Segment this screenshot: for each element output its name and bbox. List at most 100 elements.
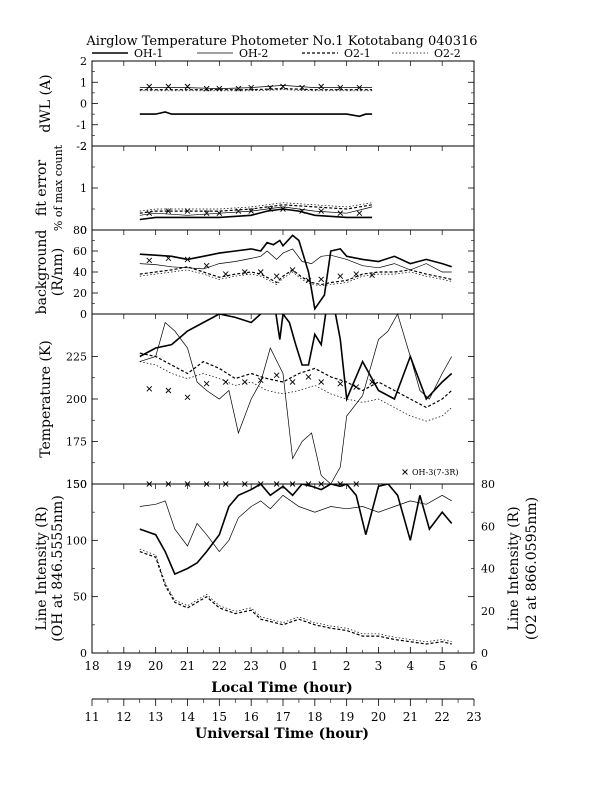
- local-tick-label: 1: [311, 659, 319, 673]
- series-line-oh-1: [139, 111, 373, 118]
- panel-frame: [91, 313, 475, 485]
- oh3-marker: [203, 85, 210, 92]
- ytick-label: 0: [80, 98, 87, 111]
- oh3-marker: [318, 276, 325, 283]
- ytick-right-label: 0: [481, 647, 488, 660]
- ut-tick-label: 16: [244, 710, 259, 724]
- ytick-label: 60: [73, 245, 87, 258]
- ytick-label: 20: [73, 287, 87, 300]
- oh3-marker: [273, 273, 280, 280]
- oh3-marker: [305, 374, 312, 380]
- ut-tick-label: 18: [307, 710, 322, 724]
- oh3-marker: [184, 394, 191, 401]
- series-line-oh-2: [139, 314, 453, 484]
- ut-tick-label: 13: [148, 710, 163, 724]
- oh3-marker: [165, 255, 172, 262]
- oh3-marker: [280, 83, 286, 90]
- oh3-marker: [165, 83, 172, 90]
- ytick-label: 80: [73, 224, 87, 237]
- ytick-label: 1: [80, 76, 87, 89]
- ylabel-line: Temperature (K): [38, 340, 54, 458]
- legend-label-o2-1: O2-1: [344, 47, 371, 60]
- oh3-marker: [337, 210, 344, 217]
- local-tick-label: 21: [180, 659, 195, 673]
- ytick-label: -2: [76, 140, 87, 153]
- oh3-marker: [318, 208, 325, 214]
- ytick-label: 40: [73, 266, 87, 279]
- oh3-marker: [289, 379, 296, 385]
- ytick-right-label: 40: [481, 563, 495, 576]
- series-line-o2-2: [139, 202, 373, 212]
- oh3-marker: [165, 208, 172, 214]
- ylabel-right-line: (O2 at 866.0595nm): [524, 497, 540, 640]
- ut-tick-label: 15: [212, 710, 227, 724]
- ytick-label: 2: [80, 55, 87, 68]
- ytick-label: 2: [80, 140, 87, 153]
- series-line-oh-1: [139, 484, 453, 576]
- local-tick-label: 19: [116, 659, 131, 673]
- oh3-marker: [273, 372, 280, 379]
- series-line-o2-1: [139, 204, 373, 214]
- series-line-o2-1: [139, 266, 452, 286]
- local-time-label: Local Time (hour): [211, 680, 353, 696]
- ylabel-line: fit error: [34, 160, 50, 217]
- series-line-oh-1: [139, 314, 453, 403]
- oh3-legend-marker: [402, 469, 408, 475]
- oh3-marker: [146, 385, 153, 392]
- series-line-o2-1: [139, 551, 452, 645]
- ytick-right-label: 80: [481, 478, 495, 491]
- x-axes: 18 19 20 21 22 23 0 1 2 3 4 5 611 12 13 14 15 16 17 18 19 20 2…: [84, 61, 482, 724]
- series-line-o2-1: [139, 352, 453, 409]
- oh3-marker: [318, 379, 325, 385]
- ylabel-line: dWL (A): [38, 74, 54, 132]
- chart-title: Airglow Temperature Photometer No.1 Koto…: [85, 34, 477, 49]
- series-group: [139, 202, 373, 221]
- local-tick-label: 3: [375, 659, 383, 673]
- oh3-marker: [353, 271, 360, 277]
- panel-fit-error: 2 1 0 fit error% of max count: [34, 140, 475, 237]
- oh3-marker: [146, 83, 153, 90]
- ytick-right-label: 20: [481, 605, 495, 618]
- oh3-marker: [222, 271, 229, 277]
- series-line-oh-1: [139, 208, 373, 221]
- oh3-marker: [267, 206, 274, 212]
- oh3-marker: [267, 84, 274, 91]
- series-line-oh-1: [139, 234, 452, 311]
- series-group: [139, 234, 452, 311]
- legend-label-oh-2: OH-2: [239, 47, 268, 60]
- oh3-marker: [216, 210, 223, 217]
- series-line-o2-2: [139, 269, 452, 286]
- ytick-label: 0: [80, 308, 87, 321]
- oh3-marker: [216, 85, 223, 92]
- oh3-marker: [165, 387, 172, 394]
- oh3-legend-label: OH-3(7-3R): [412, 468, 458, 477]
- ylabel-line: (OH at 846.5555nm): [50, 495, 66, 642]
- oh3-marker: [235, 208, 242, 214]
- ut-tick-label: 22: [435, 710, 450, 724]
- oh3-marker: [241, 269, 248, 275]
- oh3-marker: [184, 208, 191, 214]
- series-group: [139, 314, 453, 484]
- series-group: [139, 83, 373, 118]
- ytick-right-label: 60: [481, 520, 495, 533]
- ylabel-line: (R/nm): [50, 248, 66, 296]
- series-line-oh-2: [139, 248, 452, 273]
- oh3-marker: [356, 210, 363, 217]
- series-line-oh-2: [139, 85, 373, 89]
- series-line-o2-2: [139, 89, 373, 92]
- oh3-marker: [248, 208, 254, 214]
- oh3-marker: [289, 267, 296, 273]
- ut-tick-label: 20: [371, 710, 386, 724]
- ylabel-line: Line Intensity (R): [34, 506, 50, 630]
- ytick-label: 1: [80, 182, 87, 195]
- ut-tick-label: 14: [180, 710, 196, 724]
- local-tick-label: 2: [343, 659, 351, 673]
- oh3-marker: [353, 384, 360, 390]
- oh3-marker: [222, 379, 229, 385]
- legend-label-oh-1: OH-1: [134, 47, 163, 60]
- local-tick-label: 20: [148, 659, 163, 673]
- panel-background: 80 60 40 20 0 background (R/nm): [34, 224, 475, 321]
- ut-tick-label: 23: [466, 710, 481, 724]
- oh3-marker: [146, 210, 153, 217]
